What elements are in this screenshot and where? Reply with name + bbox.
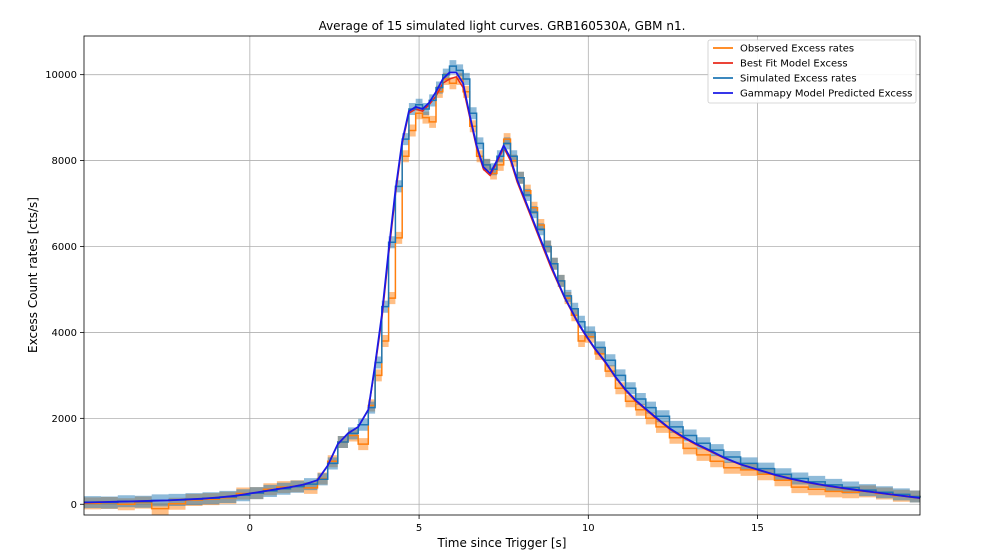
legend-label-simulated-excess-rates: Simulated Excess rates <box>740 74 857 85</box>
legend: Observed Excess rates Best Fit Model Exce… <box>707 39 917 104</box>
x-tick-label: 5 <box>416 523 422 534</box>
y-axis-label: Excess Count rates [cts/s] <box>26 197 40 353</box>
legend-label-gammapy-model-predicted-excess: Gammapy Model Predicted Excess <box>740 89 912 100</box>
gammapy-model-predicted-excess-line <box>83 71 921 504</box>
x-tick-label: 10 <box>582 523 595 534</box>
y-tick-label: 8000 <box>52 156 77 167</box>
axis-ticks: 0 5 10 15 0 2000 4000 6000 8000 10000 <box>45 70 764 534</box>
legend-label-observed-excess-rates: Observed Excess rates <box>740 44 854 55</box>
simulated-excess-rates-line <box>84 65 921 504</box>
legend-label-best-fit-model-excess: Best Fit Model Excess <box>740 59 848 70</box>
error-bands <box>84 60 920 515</box>
chart-title: Average of 15 simulated light curves. GR… <box>319 19 686 33</box>
plot-frame <box>83 35 921 516</box>
x-tick-label: 15 <box>751 523 764 534</box>
y-tick-label: 10000 <box>45 70 77 81</box>
y-tick-label: 0 <box>71 500 77 511</box>
y-tick-label: 6000 <box>52 242 77 253</box>
x-axis-label: Time since Trigger [s] <box>437 536 567 550</box>
x-tick-label: 0 <box>247 523 253 534</box>
series-lines <box>83 65 921 510</box>
legend-box <box>707 39 917 104</box>
y-tick-label: 2000 <box>52 414 77 425</box>
y-tick-label: 4000 <box>52 328 77 339</box>
